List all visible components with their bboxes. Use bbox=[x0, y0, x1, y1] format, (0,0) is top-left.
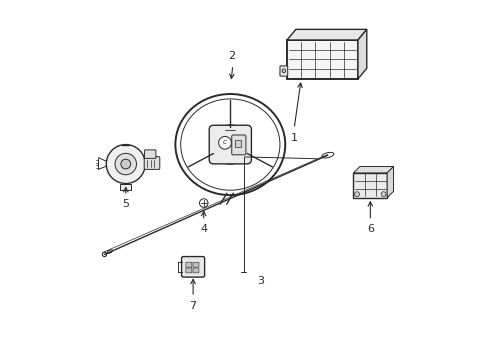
Circle shape bbox=[380, 192, 386, 197]
Circle shape bbox=[282, 69, 285, 73]
Text: 6: 6 bbox=[366, 224, 373, 234]
Polygon shape bbox=[286, 30, 366, 40]
FancyBboxPatch shape bbox=[193, 268, 199, 273]
Bar bbox=[120, 184, 131, 190]
Polygon shape bbox=[386, 167, 393, 198]
Circle shape bbox=[115, 153, 136, 175]
FancyBboxPatch shape bbox=[181, 257, 204, 277]
FancyBboxPatch shape bbox=[185, 268, 191, 273]
FancyBboxPatch shape bbox=[144, 150, 156, 158]
Text: c: c bbox=[223, 139, 226, 145]
Circle shape bbox=[218, 136, 231, 149]
Bar bbox=[286, 40, 357, 79]
Text: 4: 4 bbox=[200, 224, 207, 234]
Text: 1: 1 bbox=[290, 133, 297, 143]
Text: 2: 2 bbox=[228, 51, 235, 61]
FancyBboxPatch shape bbox=[231, 135, 245, 155]
Polygon shape bbox=[353, 167, 393, 173]
Text: 3: 3 bbox=[256, 276, 264, 286]
Bar bbox=[234, 140, 241, 147]
FancyBboxPatch shape bbox=[279, 66, 287, 76]
Polygon shape bbox=[357, 30, 366, 79]
FancyBboxPatch shape bbox=[144, 157, 160, 169]
Circle shape bbox=[121, 159, 130, 169]
Circle shape bbox=[354, 192, 359, 197]
Text: 7: 7 bbox=[189, 301, 196, 311]
FancyBboxPatch shape bbox=[209, 125, 251, 164]
FancyBboxPatch shape bbox=[185, 262, 191, 267]
Text: 5: 5 bbox=[122, 199, 129, 210]
Circle shape bbox=[106, 145, 145, 184]
Bar bbox=[353, 173, 386, 198]
FancyBboxPatch shape bbox=[193, 262, 199, 267]
